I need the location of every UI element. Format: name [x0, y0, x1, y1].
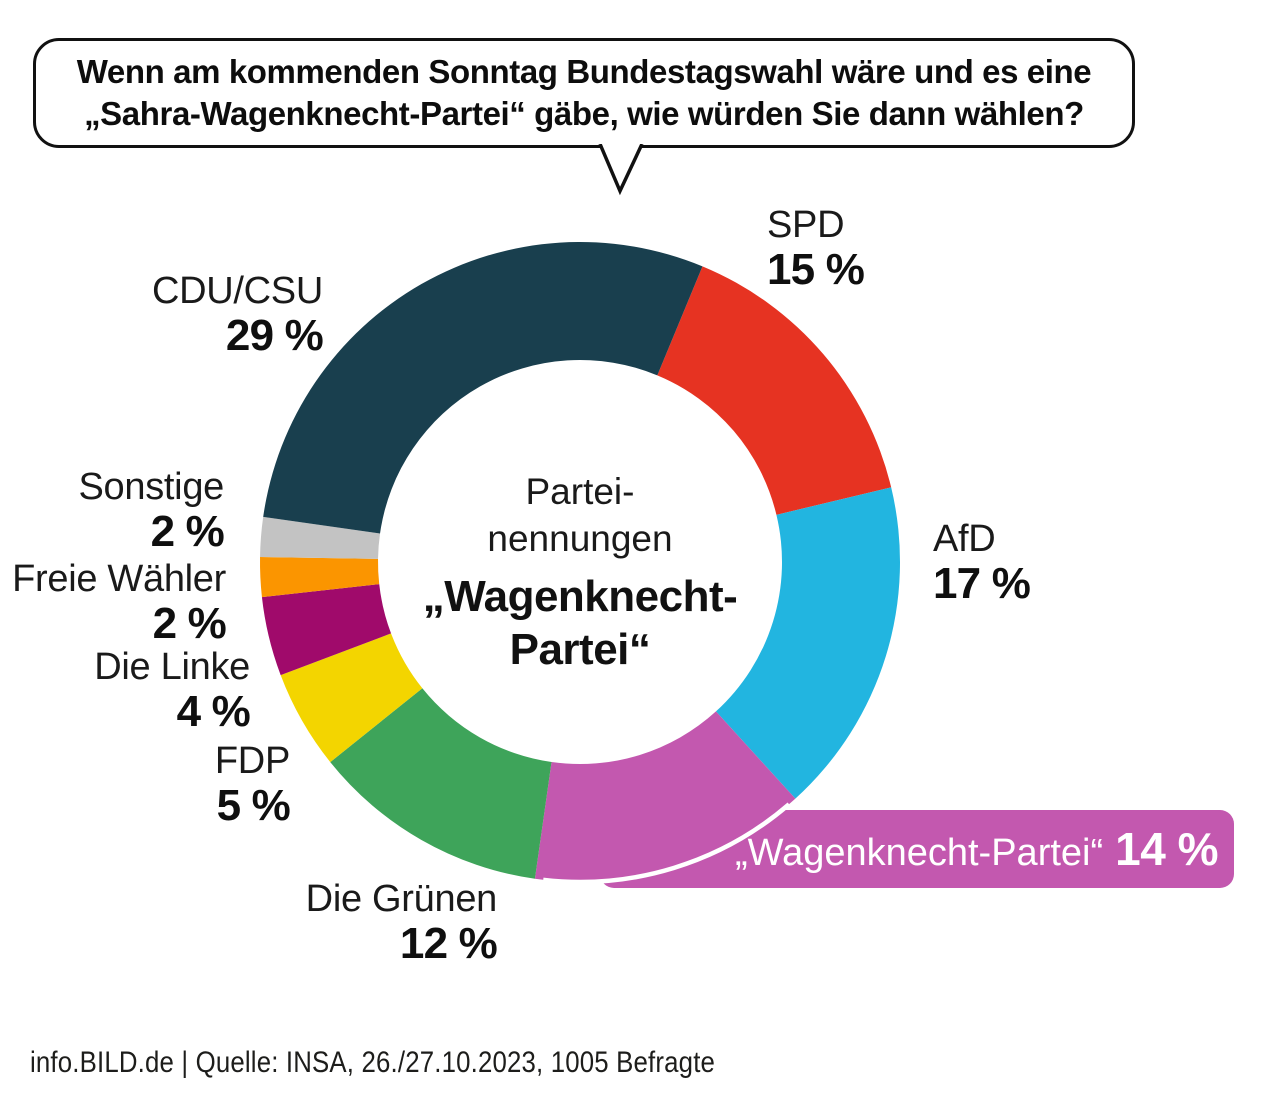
label-afd-name: AfD	[933, 518, 996, 560]
donut-slice-dielinke	[261, 584, 392, 676]
label-cdu-csu-name: CDU/CSU	[151, 270, 323, 312]
donut-slice-sonstige	[260, 516, 381, 559]
donut-outer-edge-highlight-arc	[542, 802, 791, 885]
question-bubble: Wenn am kommenden Sonntag Bundestagswahl…	[33, 38, 1135, 148]
center-label-line-2: nennungen	[487, 518, 673, 559]
highlight-pill-label: „Wagenknecht-Partei“ 14 %	[600, 810, 1219, 888]
label-afd-value: 17 %	[933, 559, 1031, 608]
label-freie-waehler-name: Freie Wähler	[12, 558, 226, 600]
label-cdu-csu-value: 29 %	[225, 311, 324, 360]
highlight-pill-value: 14 %	[1115, 823, 1218, 875]
footer-source: info.BILD.de | Quelle: INSA, 26./27.10.2…	[30, 1046, 716, 1079]
label-spd-value: 15 %	[767, 245, 865, 294]
label-fdp-name: FDP	[214, 740, 290, 782]
highlight-pill-party: „Wagenknecht-Partei“	[734, 832, 1104, 874]
label-die-gruenen: Die Grünen 12 %	[305, 878, 498, 968]
label-freie-waehler-value: 2 %	[152, 599, 227, 648]
label-die-gruenen-value: 12 %	[399, 919, 498, 968]
donut-slice-wagenknechtpartei	[534, 711, 796, 883]
label-sonstige-value: 2 %	[150, 507, 225, 556]
question-line-2: „Sahra-Wagenknecht-Partei“ gäbe, wie wür…	[84, 95, 1084, 132]
label-spd: SPD 15 %	[767, 204, 865, 294]
center-label: Partei- nennungen „Wagenknecht- Partei“	[400, 468, 760, 676]
label-fdp: FDP 5 %	[214, 740, 291, 830]
donut-chart	[260, 241, 900, 885]
label-die-gruenen-name: Die Grünen	[305, 878, 498, 920]
label-die-linke: Die Linke 4 %	[94, 646, 251, 736]
label-cdu-csu: CDU/CSU 29 %	[151, 270, 324, 360]
question-line-1: Wenn am kommenden Sonntag Bundestagswahl…	[76, 53, 1092, 90]
label-sonstige: Sonstige 2 %	[78, 466, 225, 556]
donut-slice-afd	[715, 487, 900, 799]
label-die-linke-value: 4 %	[176, 687, 251, 736]
donut-slice-freiewähler	[260, 556, 380, 598]
center-label-line-4: Partei“	[509, 625, 651, 674]
label-spd-name: SPD	[767, 204, 845, 246]
donut-slice-cducsu	[263, 241, 703, 534]
donut-slice-fdp	[280, 633, 423, 763]
label-die-linke-name: Die Linke	[94, 646, 250, 688]
label-afd: AfD 17 %	[933, 518, 1031, 608]
label-fdp-value: 5 %	[216, 781, 291, 830]
center-label-line-1: Partei-	[525, 471, 635, 512]
label-freie-waehler: Freie Wähler 2 %	[12, 558, 227, 648]
center-label-line-3: „Wagenknecht-	[422, 572, 738, 621]
label-sonstige-name: Sonstige	[78, 466, 225, 508]
donut-slice-spd	[657, 266, 892, 515]
bubble-tail	[598, 144, 644, 196]
donut-slice-diegrünen	[330, 688, 552, 879]
